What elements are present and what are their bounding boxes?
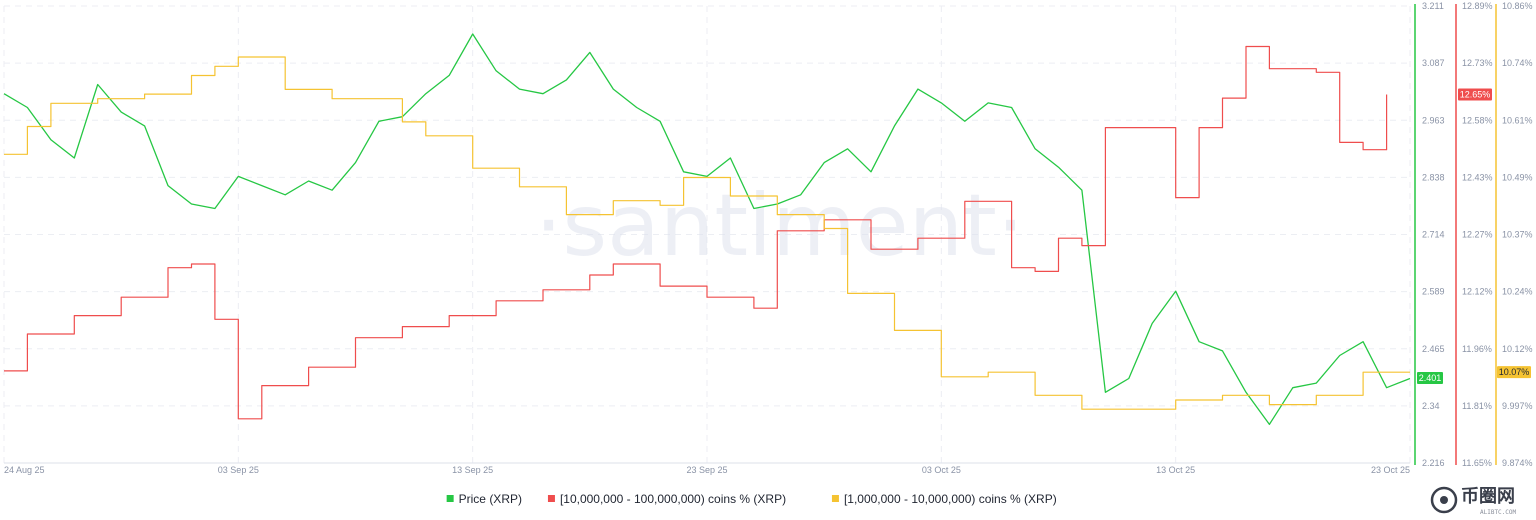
axes: 24 Aug 25 03 Sep 25 13 Sep 25 23 Sep 25 03 O… <box>4 1 1533 475</box>
legend-label-1: Price (XRP) <box>459 492 522 506</box>
x-tick-label: 24 Aug 25 <box>4 465 45 475</box>
price-tick-label: 2.838 <box>1422 172 1445 182</box>
price-tick-label: 2.216 <box>1422 458 1445 468</box>
price-tick-label: 2.465 <box>1422 344 1445 354</box>
large_holders-tick-label: 11.65% <box>1462 458 1492 468</box>
price-tick-label: 2.714 <box>1422 230 1445 240</box>
price-tick-label: 2.34 <box>1422 401 1440 411</box>
legend-swatch-2 <box>547 495 555 502</box>
large_holders-tick-label: 12.43% <box>1462 172 1493 182</box>
price-tick-label: 3.087 <box>1422 58 1445 68</box>
mid_holders-tick-label: 10.61% <box>1502 115 1533 125</box>
legend-swatch-1 <box>446 495 454 502</box>
x-tick-label: 03 Oct 25 <box>922 465 961 475</box>
x-tick-label: 13 Sep 25 <box>452 465 493 475</box>
mid_holders-tick-label: 10.86% <box>1502 1 1533 11</box>
large_holders-tick-label: 11.81% <box>1462 401 1492 411</box>
x-tick-label: 03 Sep 25 <box>218 465 259 475</box>
mid_holders-tick-label: 10.24% <box>1502 287 1533 297</box>
large_holders-tick-label: 12.89% <box>1462 1 1493 11</box>
large_holders-tick-label: 12.58% <box>1462 115 1493 125</box>
mid_holders-tick-label: 10.37% <box>1502 230 1533 240</box>
x-tick-label: 13 Oct 25 <box>1156 465 1195 475</box>
watermark-text: ·santiment· <box>535 176 1024 276</box>
mid_holders-tick-label: 10.12% <box>1502 344 1533 354</box>
mid_holders-current-value: 10.07% <box>1499 367 1530 377</box>
series-line-2 <box>4 45 1388 420</box>
series-layer <box>3 33 1411 426</box>
logo-subtext: ALIBTC.COM <box>1480 509 1517 516</box>
mid_holders-current-badge <box>1497 366 1531 379</box>
price-tick-label: 2.589 <box>1422 287 1445 297</box>
mid_holders-tick-label: 9.874% <box>1502 458 1533 468</box>
price-tick-label: 3.211 <box>1422 1 1444 11</box>
large_holders-tick-label: 11.96% <box>1462 344 1492 354</box>
price-current-badge <box>1417 372 1443 385</box>
legend-label-2: [10,000,000 - 100,000,000) coins % (XRP) <box>560 492 786 506</box>
large_holders-tick-label: 12.27% <box>1462 230 1493 240</box>
x-tick-label: 23 Oct 25 <box>1371 465 1410 475</box>
legend-label-3: [1,000,000 - 10,000,000) coins % (XRP) <box>844 492 1057 506</box>
series-line-3 <box>4 56 1410 410</box>
mid_holders-tick-label: 10.74% <box>1502 58 1533 68</box>
large_holders-tick-label: 12.12% <box>1462 287 1493 297</box>
mid_holders-tick-label: 10.49% <box>1502 172 1533 182</box>
price-current-value: 2.401 <box>1419 373 1442 383</box>
logo-text: 币圈网 <box>1461 486 1515 507</box>
large_holders-current-badge <box>1458 88 1492 101</box>
large_holders-tick-label: 12.73% <box>1462 58 1493 68</box>
series-line-1 <box>3 33 1411 426</box>
price-tick-label: 2.963 <box>1422 115 1445 125</box>
x-tick-label: 23 Sep 25 <box>686 465 727 475</box>
logo: 币圈网 ALIBTC.COM <box>1430 486 1517 516</box>
logo-icon-dot <box>1440 496 1448 504</box>
mid_holders-tick-label: 9.997% <box>1502 401 1533 411</box>
legend: Price (XRP) [10,000,000 - 100,000,000) co… <box>446 492 1057 506</box>
large_holders-current-value: 12.65% <box>1460 89 1491 99</box>
legend-swatch-3 <box>831 495 839 502</box>
logo-icon <box>1430 486 1458 514</box>
